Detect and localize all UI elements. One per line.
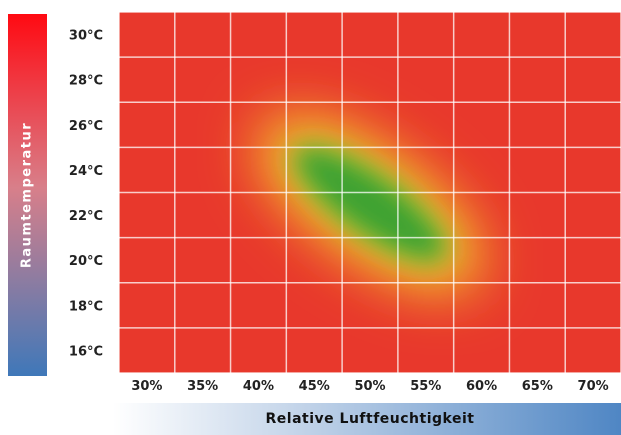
x-tick-label: 45% <box>299 379 330 394</box>
temperature-gradient-bar <box>8 14 47 376</box>
x-tick-label: 40% <box>243 379 274 394</box>
x-tick-label: 70% <box>578 379 609 394</box>
y-tick-label: 20°C <box>69 254 103 269</box>
x-tick-label: 30% <box>131 379 162 394</box>
x-axis-title: Relative Luftfeuchtigkeit <box>265 411 475 427</box>
y-tick-label: 24°C <box>69 164 103 179</box>
x-tick-label: 35% <box>187 379 218 394</box>
y-tick-label: 18°C <box>69 299 103 314</box>
x-tick-label: 60% <box>466 379 497 394</box>
y-tick-label: 28°C <box>69 74 103 89</box>
y-tick-label: 30°C <box>69 29 103 44</box>
x-tick-label: 65% <box>522 379 553 394</box>
x-tick-label: 55% <box>410 379 441 394</box>
y-tick-label: 22°C <box>69 209 103 224</box>
humidity-gradient-bar <box>113 403 621 435</box>
x-tick-label: 50% <box>354 379 385 394</box>
y-tick-label: 16°C <box>69 344 103 359</box>
comfort-zone <box>293 145 447 263</box>
y-tick-label: 26°C <box>69 119 103 134</box>
